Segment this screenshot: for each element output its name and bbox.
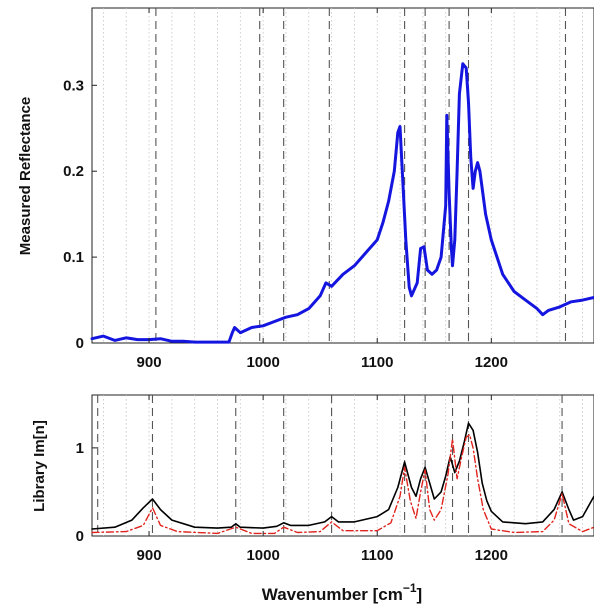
library-x-tick-label: 1100 xyxy=(361,547,394,564)
library-x-tick-label: 1200 xyxy=(475,547,508,564)
library-grid xyxy=(103,395,583,536)
reflectance-x-tick-label: 1000 xyxy=(246,354,279,371)
library-x-tick-label: 1000 xyxy=(246,547,279,564)
reflectance-plot-area xyxy=(91,7,594,344)
library-series xyxy=(91,422,594,535)
x-axis-title-superscript: −1 xyxy=(403,581,417,595)
reflectance-x-ticks: 900 1000 1100 1200 xyxy=(137,8,508,371)
reflectance-marker-lines xyxy=(155,8,567,343)
reflectance-series-line-1 xyxy=(90,62,594,344)
x-axis-title-bracket: ] xyxy=(417,585,423,604)
library-y-tick-label: 0 xyxy=(76,528,84,545)
library-marker-lines xyxy=(97,395,563,536)
library-series-line-1 xyxy=(91,422,594,530)
reflectance-y-tick-label: 0.3 xyxy=(63,77,84,94)
reflectance-y-axis-title: Measured Reflectance xyxy=(17,97,34,255)
reflectance-y-ticks: 0 0.1 0.2 0.3 xyxy=(63,77,97,352)
x-axis-title: Wavenumber [cm−1] xyxy=(262,581,422,604)
reflectance-y-tick-label: 0.1 xyxy=(63,249,84,266)
reflectance-y-tick-label: 0 xyxy=(76,335,84,352)
reflectance-panel: 900 1000 1100 1200 0 0.1 0.2 0.3 Measured Refl… xyxy=(17,7,594,371)
reflectance-y-tick-label: 0.2 xyxy=(63,163,84,180)
reflectance-x-tick-label: 1200 xyxy=(475,354,508,371)
library-y-tick-label: 1 xyxy=(76,440,84,457)
library-plot-area xyxy=(91,394,594,537)
library-y-axis-title: Library Im[n] xyxy=(31,420,48,512)
reflectance-series xyxy=(90,62,594,344)
library-panel: 900 1000 1100 1200 01 Library Im[n] Wavenum… xyxy=(31,394,594,604)
library-series-line-2 xyxy=(91,434,594,535)
library-x-tick-label: 900 xyxy=(137,547,162,564)
x-axis-title-main: Wavenumber [cm xyxy=(262,585,403,604)
library-x-ticks: 900 1000 1100 1200 xyxy=(137,395,508,564)
reflectance-x-tick-label: 900 xyxy=(137,354,162,371)
reflectance-x-tick-label: 1100 xyxy=(361,354,394,371)
library-y-ticks: 01 xyxy=(76,440,97,545)
